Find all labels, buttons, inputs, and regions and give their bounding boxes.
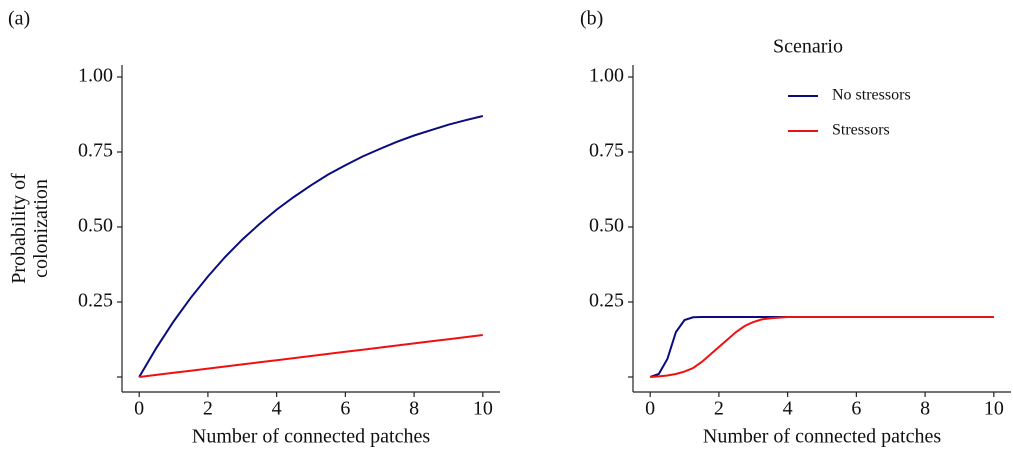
y-axis-label: Probability ofcolonization [8, 173, 52, 284]
x-tick-label: 6 [340, 398, 350, 420]
series-line [138, 115, 484, 378]
x-tick-label: 6 [851, 398, 861, 420]
legend-label: Stressors [832, 122, 890, 139]
x-tick-label: 2 [714, 398, 724, 420]
x-tick-label: 2 [203, 398, 213, 420]
series-line [139, 334, 483, 378]
x-tick-label: 10 [473, 398, 493, 420]
y-tick-label: 1.00 [589, 65, 624, 87]
y-tick-label: 0.50 [589, 215, 624, 237]
x-axis-label: Number of connected patches [192, 426, 430, 448]
x-tick-label: 10 [984, 398, 1004, 420]
legend-label: No stressors [832, 87, 911, 104]
y-tick-label: 0.25 [78, 290, 113, 312]
x-tick-label: 8 [409, 398, 419, 420]
y-tick-label: 0.25 [589, 290, 624, 312]
panel-label: (b) [580, 8, 603, 30]
series-line [649, 316, 994, 378]
x-tick-label: 0 [134, 398, 144, 420]
x-tick-label: 8 [920, 398, 930, 420]
y-axis-label-line: Probability of [8, 173, 30, 284]
x-axis-label: Number of connected patches [703, 426, 941, 448]
series-line [650, 316, 994, 378]
x-tick-label: 4 [272, 398, 282, 420]
x-tick-label: 4 [783, 398, 793, 420]
x-tick-label: 0 [645, 398, 655, 420]
y-tick-label: 1.00 [78, 65, 113, 87]
y-tick-label: 0.75 [589, 140, 624, 162]
panel-label: (a) [8, 8, 30, 30]
y-axis-label-line: colonization [30, 179, 52, 278]
y-tick-label: 0.50 [78, 215, 113, 237]
y-tick-label: 0.75 [78, 140, 113, 162]
legend-title: Scenario [773, 36, 843, 58]
